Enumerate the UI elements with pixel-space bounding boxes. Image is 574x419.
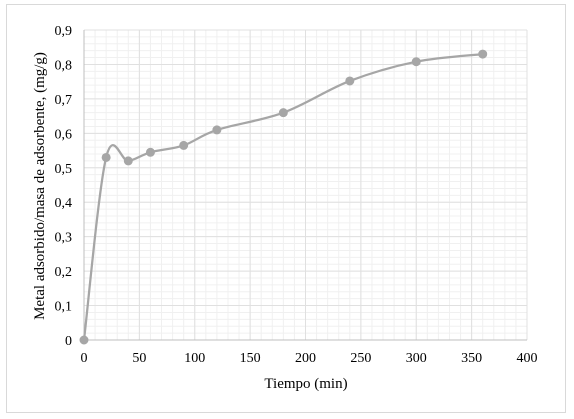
axes — [83, 30, 527, 341]
data-point — [478, 49, 488, 59]
data-point — [411, 57, 421, 67]
data-point — [179, 140, 189, 150]
y-axis-label: Metal adsorbido/masa de adsorbente, (mg/… — [32, 52, 48, 320]
data-point — [79, 335, 89, 345]
data-point — [145, 147, 155, 157]
x-tick-label: 300 — [406, 351, 427, 366]
data-point — [278, 108, 288, 118]
x-tick-label: 350 — [461, 351, 482, 366]
y-tick-label: 0,8 — [55, 58, 73, 73]
x-tick-label: 250 — [350, 351, 371, 366]
x-tick-label: 100 — [184, 351, 205, 366]
y-tick-label: 0,1 — [55, 300, 73, 315]
y-tick-label: 0,9 — [55, 24, 73, 39]
y-tick-label: 0,7 — [55, 93, 73, 108]
series-layer — [79, 49, 488, 345]
data-point — [212, 125, 222, 135]
tick-labels: 0 50 100 150 200 250 300 350 400 0 0,1 0,2 0,3 0,4 0,5… — [55, 24, 538, 366]
y-tick-label: 0,2 — [55, 265, 73, 280]
x-tick-label: 50 — [132, 351, 146, 366]
x-tick-label: 150 — [240, 351, 261, 366]
x-axis-label: Tiempo (min) — [264, 376, 347, 392]
y-tick-label: 0,6 — [55, 127, 73, 142]
y-tick-label: 0 — [65, 334, 72, 349]
data-point — [123, 156, 133, 166]
x-tick-label: 0 — [81, 351, 88, 366]
y-tick-label: 0,3 — [55, 231, 73, 246]
y-tick-label: 0,5 — [55, 162, 73, 177]
y-tick-label: 0,4 — [55, 196, 73, 211]
x-tick-label: 200 — [295, 351, 316, 366]
data-point — [101, 152, 111, 162]
x-tick-label: 400 — [517, 351, 538, 366]
data-point — [345, 76, 355, 86]
